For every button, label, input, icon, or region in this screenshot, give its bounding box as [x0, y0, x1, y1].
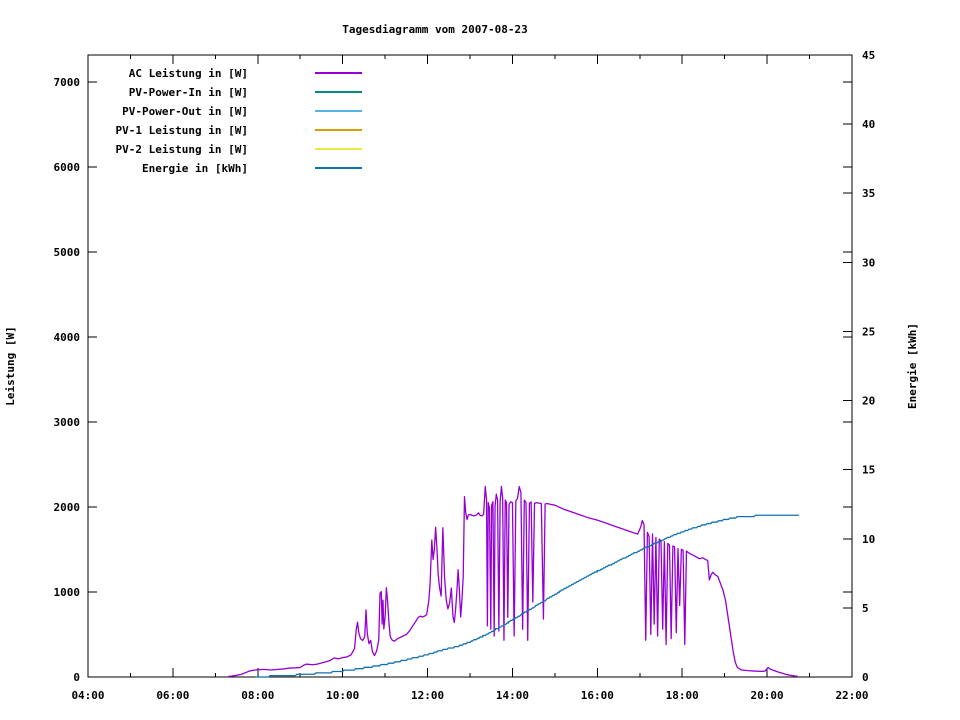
data-curves — [227, 485, 799, 678]
y-right-tick-label: 20 — [862, 395, 875, 408]
x-tick-label: 22:00 — [835, 689, 868, 702]
y-right-tick-label: 10 — [862, 533, 875, 546]
y-left-tick-label: 3000 — [54, 416, 81, 429]
y-left-tick-label: 0 — [73, 671, 80, 684]
x-tick-label: 08:00 — [241, 689, 274, 702]
x-tick-label: 14:00 — [496, 689, 529, 702]
legend-label: PV-Power-Out in [W] — [122, 105, 248, 118]
y-right-tick-label: 0 — [862, 671, 869, 684]
x-tick-label: 20:00 — [751, 689, 784, 702]
legend-label: PV-1 Leistung in [W] — [116, 124, 248, 137]
legend-item: AC Leistung in [W] — [129, 67, 362, 80]
y-left-tick-label: 2000 — [54, 501, 81, 514]
legend-label: PV-Power-In in [W] — [129, 86, 248, 99]
legend-item: PV-1 Leistung in [W] — [116, 124, 362, 137]
y-left-tick-label: 1000 — [54, 586, 81, 599]
y-left-tick-label: 7000 — [54, 76, 81, 89]
ac-power-curve — [227, 485, 798, 678]
legend-item: PV-2 Leistung in [W] — [116, 143, 362, 156]
legend-item: PV-Power-Out in [W] — [122, 105, 362, 118]
axis-ticks — [87, 54, 853, 678]
y-right-tick-label: 35 — [862, 187, 875, 200]
chart-legend: AC Leistung in [W] PV-Power-In in [W] PV-P… — [116, 67, 362, 175]
y-right-tick-label: 40 — [862, 118, 875, 131]
y-left-tick-label: 5000 — [54, 246, 81, 259]
legend-item: Energie in [kWh] — [142, 162, 362, 175]
x-tick-label: 10:00 — [326, 689, 359, 702]
chart-title: Tagesdiagramm vom 2007-08-23 — [342, 23, 527, 36]
y-left-tick-label: 4000 — [54, 331, 81, 344]
y-right-tick-label: 30 — [862, 256, 875, 269]
y-axis-right-title: Energie [kWh] — [906, 323, 919, 409]
x-tick-label: 12:00 — [411, 689, 444, 702]
legend-label: PV-2 Leistung in [W] — [116, 143, 248, 156]
legend-label: AC Leistung in [W] — [129, 67, 248, 80]
x-tick-label: 04:00 — [71, 689, 104, 702]
y-right-tick-label: 25 — [862, 325, 875, 338]
y-axis-left-title: Leistung [W] — [4, 326, 17, 405]
energy-curve — [255, 514, 799, 678]
legend-item: PV-Power-In in [W] — [129, 86, 362, 99]
x-tick-label: 16:00 — [581, 689, 614, 702]
y-right-tick-label: 45 — [862, 49, 875, 62]
legend-label: Energie in [kWh] — [142, 162, 248, 175]
y-right-tick-label: 5 — [862, 602, 869, 615]
x-tick-label: 18:00 — [666, 689, 699, 702]
y-left-tick-label: 6000 — [54, 161, 81, 174]
axis-tick-labels: 04:00 06:00 08:00 10:00 12:00 14:00 16:00 18:00… — [54, 49, 876, 702]
x-tick-label: 06:00 — [156, 689, 189, 702]
y-right-tick-label: 15 — [862, 464, 875, 477]
